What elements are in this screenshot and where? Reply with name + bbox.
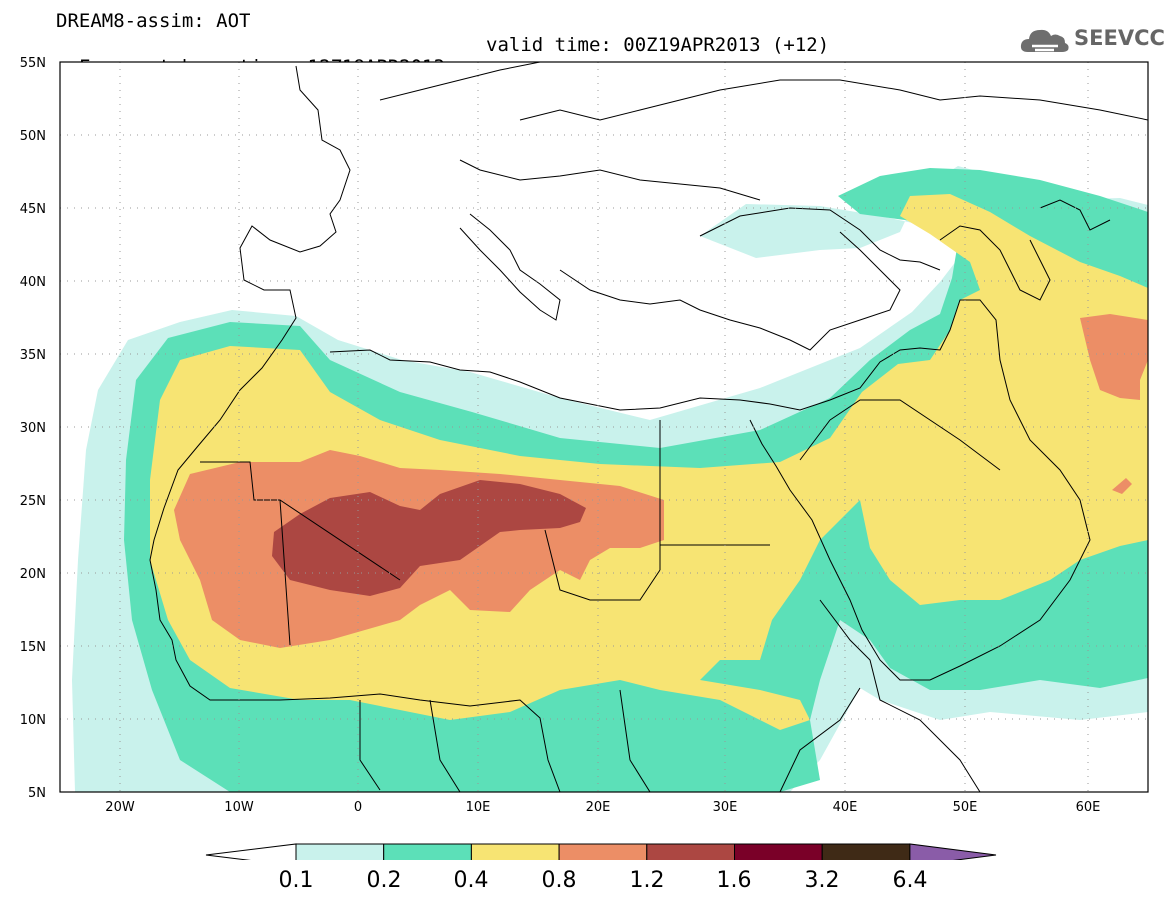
colorbar-bin-6: [734, 843, 823, 860]
colorbar-bin-2: [383, 843, 472, 860]
lat-tick-20: 20N: [20, 567, 46, 582]
aot-region-1.2: [272, 480, 586, 596]
lon-tick-60e: 60E: [1076, 800, 1101, 815]
lat-tick-30: 30N: [20, 421, 46, 436]
colorbar-over-arrow: [909, 843, 997, 860]
lat-tick-40: 40N: [20, 275, 46, 290]
colorbar-label-1.2: 1.2: [629, 868, 665, 893]
lon-tick-40e: 40E: [833, 800, 858, 815]
lat-tick-35: 35N: [20, 348, 46, 363]
cloud-logo-icon: [1020, 29, 1069, 52]
colorbar-label-0.4: 0.4: [453, 868, 489, 893]
colorbar-label-3.2: 3.2: [804, 868, 840, 893]
lat-tick-25: 25N: [20, 494, 46, 509]
lat-tick-55: 55N: [20, 56, 46, 71]
colorbar-under-arrow: [205, 843, 297, 860]
lon-tick-50e: 50E: [953, 800, 978, 815]
colorbar-label-0.2: 0.2: [366, 868, 402, 893]
colorbar-bin-7: [821, 843, 911, 860]
colorbar-bin-3: [470, 843, 560, 860]
logo-text: SEEVCCC: [1074, 26, 1165, 50]
colorbar-bin-4: [558, 843, 648, 860]
lat-tick-5: 5N: [28, 786, 46, 801]
colorbar-label-6.4: 6.4: [892, 868, 928, 893]
colorbar-label-0.8: 0.8: [541, 868, 577, 893]
map-title: DREAM8-assim: AOT: [56, 10, 251, 32]
lat-tick-15: 15N: [20, 640, 46, 655]
coastlines: [149, 62, 1148, 792]
lat-tick-45: 45N: [20, 202, 46, 217]
aot-region-0.8-east: [1080, 314, 1148, 494]
colorbar: [205, 843, 997, 860]
lon-tick-labels: 20W 10W 0 10E 20E 30E 40E 50E 60E: [105, 800, 1100, 815]
graticule: [60, 62, 1148, 792]
colorbar-bin-1: [295, 843, 385, 860]
lon-tick-10e: 10E: [466, 800, 491, 815]
lon-tick-20e: 20E: [586, 800, 611, 815]
lat-tick-10: 10N: [20, 713, 46, 728]
lon-tick-0: 0: [354, 800, 362, 815]
valid-time: valid time: 00Z19APR2013 (+12): [486, 34, 830, 56]
lon-tick-10w: 10W: [224, 800, 254, 815]
colorbar-bin-5: [646, 843, 735, 860]
colorbar-label-0.1: 0.1: [278, 868, 314, 893]
seevccc-logo: SEEVCCC: [1018, 24, 1165, 58]
lat-tick-50: 50N: [20, 129, 46, 144]
lon-tick-30e: 30E: [713, 800, 738, 815]
colorbar-label-1.6: 1.6: [716, 868, 752, 893]
lat-tick-labels: 55N 50N 45N 40N 35N 30N 25N 20N 15N 10N …: [20, 56, 46, 801]
lon-tick-20w: 20W: [105, 800, 135, 815]
map-frame: [59, 61, 1149, 793]
aot-map: 55N 50N 45N 40N 35N 30N 25N 20N 15N 10N …: [20, 56, 1149, 860]
